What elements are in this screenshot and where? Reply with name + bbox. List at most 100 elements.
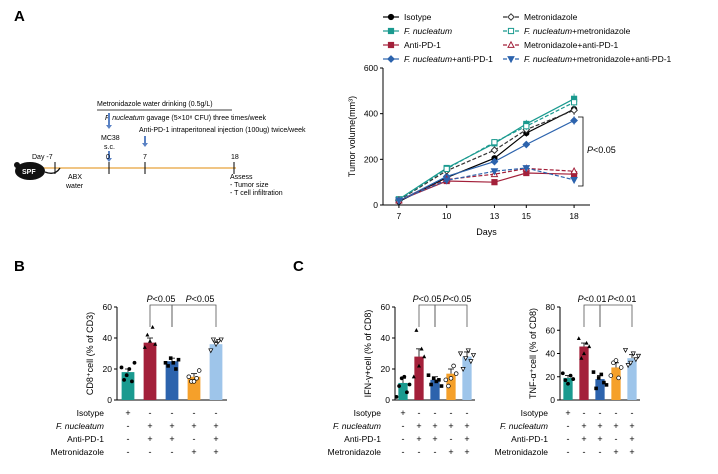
bar-point <box>616 375 621 381</box>
tumor-legend-text: Metronidazole+anti-PD-1 <box>524 40 619 50</box>
bar-point <box>560 371 565 376</box>
bracket-left-rest: <0.01 <box>584 294 607 304</box>
design-sign: + <box>597 421 602 431</box>
design-sign: + <box>400 408 405 418</box>
bracket-left <box>149 304 173 327</box>
tumor-significance-bracket <box>578 116 584 187</box>
tumor-y-tick-label: 600 <box>364 63 378 73</box>
bar <box>430 379 440 400</box>
design-sign: - <box>567 447 570 457</box>
mouse-label: SPF <box>22 169 36 176</box>
bar-point <box>174 367 178 371</box>
bracket-right-rest: <0.01 <box>614 294 637 304</box>
design-sign: - <box>567 434 570 444</box>
bracket-right-label: P<0.01 <box>608 294 637 304</box>
tumor-point <box>490 146 499 155</box>
design-sign: - <box>193 434 196 444</box>
bar-point <box>171 361 176 365</box>
bar-point <box>218 337 224 343</box>
bar-y-axis-title: CD8⁺cell (% of CD3) <box>85 312 95 395</box>
bar-point <box>124 373 129 378</box>
tumor-x-tick-label: 18 <box>569 211 579 221</box>
tumor-legend-label: F. nucleatum <box>404 26 452 36</box>
design-row-label: F. nucleatum <box>333 421 381 431</box>
bar <box>398 382 408 400</box>
bar-point <box>142 345 147 349</box>
bar-point <box>582 351 586 356</box>
design-sign: - <box>127 447 130 457</box>
tumor-series <box>395 93 578 205</box>
design-row-label: F. nucleatum <box>56 421 104 431</box>
tumor-y-tick-label: 400 <box>364 109 378 119</box>
bar <box>414 356 424 400</box>
panel-letter-a: A <box>14 8 25 25</box>
bar-point <box>628 360 634 366</box>
bracket-right-rest: <0.05 <box>449 294 472 304</box>
tumor-legend-marker <box>507 13 515 21</box>
design-sign: + <box>213 421 218 431</box>
bar-point <box>429 382 433 387</box>
bar-y-tick-label: 40 <box>546 349 556 359</box>
bar-point <box>119 365 124 370</box>
bar-point <box>166 364 170 368</box>
tumor-series-1 <box>395 93 578 203</box>
tumor-series-5 <box>395 97 578 203</box>
design-sign: - <box>599 447 602 457</box>
tumor-point <box>570 99 578 106</box>
design-sign: + <box>448 421 453 431</box>
schedule-day-minus7: Day -7 <box>32 154 53 161</box>
design-sign: + <box>448 447 453 457</box>
tumor-point <box>442 177 451 185</box>
design-sign: - <box>567 421 570 431</box>
tumor-series-line <box>398 109 575 201</box>
design-sign: - <box>434 408 437 418</box>
bar-point <box>176 357 181 362</box>
schedule-abx: ABX <box>68 174 82 181</box>
schedule-mc38-arrowhead <box>106 158 112 162</box>
tumor-point <box>395 197 403 205</box>
design-sign: + <box>191 421 196 431</box>
design-sign: + <box>464 434 469 444</box>
bar-point <box>630 351 636 357</box>
bar-point <box>208 348 214 354</box>
bar-y-tick-label: 20 <box>546 372 556 382</box>
bar-point <box>402 374 407 379</box>
tumor-series-line <box>398 172 575 201</box>
bar-y-tick-label: 20 <box>103 364 113 374</box>
design-sign: - <box>466 408 469 418</box>
bar-point <box>426 373 431 377</box>
design-sign: - <box>127 434 130 444</box>
bar-point <box>210 337 216 343</box>
bracket-right-p: P <box>443 294 449 304</box>
bar-point <box>419 346 424 351</box>
bar-point <box>622 348 629 353</box>
design-sign: + <box>147 421 152 431</box>
bracket-left <box>418 304 436 327</box>
bracket-right-p: P <box>186 294 192 304</box>
bar-y-tick-label: 60 <box>381 302 391 312</box>
tumor-legend-text: +metronidazole+anti-PD-1 <box>572 54 671 64</box>
bar-point <box>465 348 471 354</box>
bar-point <box>153 342 158 346</box>
design-sign: - <box>418 408 421 418</box>
tumor-legend-item: F. nucleatum <box>383 26 452 36</box>
design-sign: - <box>450 434 453 444</box>
bar-point <box>122 377 126 382</box>
tumor-x-tick-label: 7 <box>397 211 402 221</box>
bar-point <box>437 378 441 382</box>
design-sign: + <box>213 434 218 444</box>
tumor-series-7 <box>395 165 578 205</box>
design-sign: + <box>432 434 437 444</box>
bar <box>611 367 621 400</box>
design-sign: - <box>583 408 586 418</box>
bar-point <box>453 371 459 376</box>
bar-y-tick-label: 60 <box>546 325 556 335</box>
tumor-point <box>570 116 578 125</box>
schedule-day0: 0 <box>106 154 110 161</box>
design-row-label: F. nucleatum <box>500 421 548 431</box>
bar-point <box>451 363 456 369</box>
bar-point <box>443 377 449 383</box>
bar-y-tick-label: 0 <box>550 395 555 405</box>
design-sign: + <box>629 421 634 431</box>
